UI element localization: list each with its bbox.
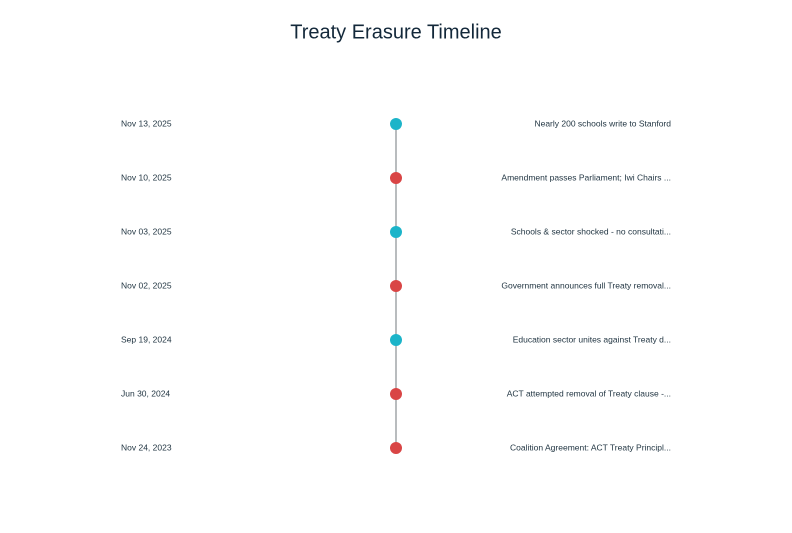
event-dot: [390, 226, 402, 238]
event-label: Amendment passes Parliament; Iwi Chairs …: [501, 172, 671, 182]
event-label: ACT attempted removal of Treaty clause -…: [507, 388, 671, 398]
event-date: Nov 13, 2025: [121, 118, 172, 128]
event-date: Nov 24, 2023: [121, 442, 172, 452]
event-label: Education sector unites against Treaty d…: [513, 334, 671, 344]
event-dot: [390, 388, 402, 400]
event-date: Nov 02, 2025: [121, 280, 172, 290]
event-label: Nearly 200 schools write to Stanford: [534, 118, 671, 128]
event-date: Nov 10, 2025: [121, 172, 172, 182]
event-dot: [390, 118, 402, 130]
event-label: Schools & sector shocked - no consultati…: [511, 226, 671, 236]
event-label: Coalition Agreement: ACT Treaty Principl…: [510, 442, 671, 452]
title: Treaty Erasure Timeline: [290, 21, 502, 43]
event-date: Jun 30, 2024: [121, 388, 170, 398]
event-dot: [390, 442, 402, 454]
event-dot: [390, 172, 402, 184]
event-date: Sep 19, 2024: [121, 334, 172, 344]
event-dot: [390, 334, 402, 346]
event-dot: [390, 280, 402, 292]
event-label: Government announces full Treaty removal…: [501, 280, 671, 290]
event-date: Nov 03, 2025: [121, 226, 172, 236]
